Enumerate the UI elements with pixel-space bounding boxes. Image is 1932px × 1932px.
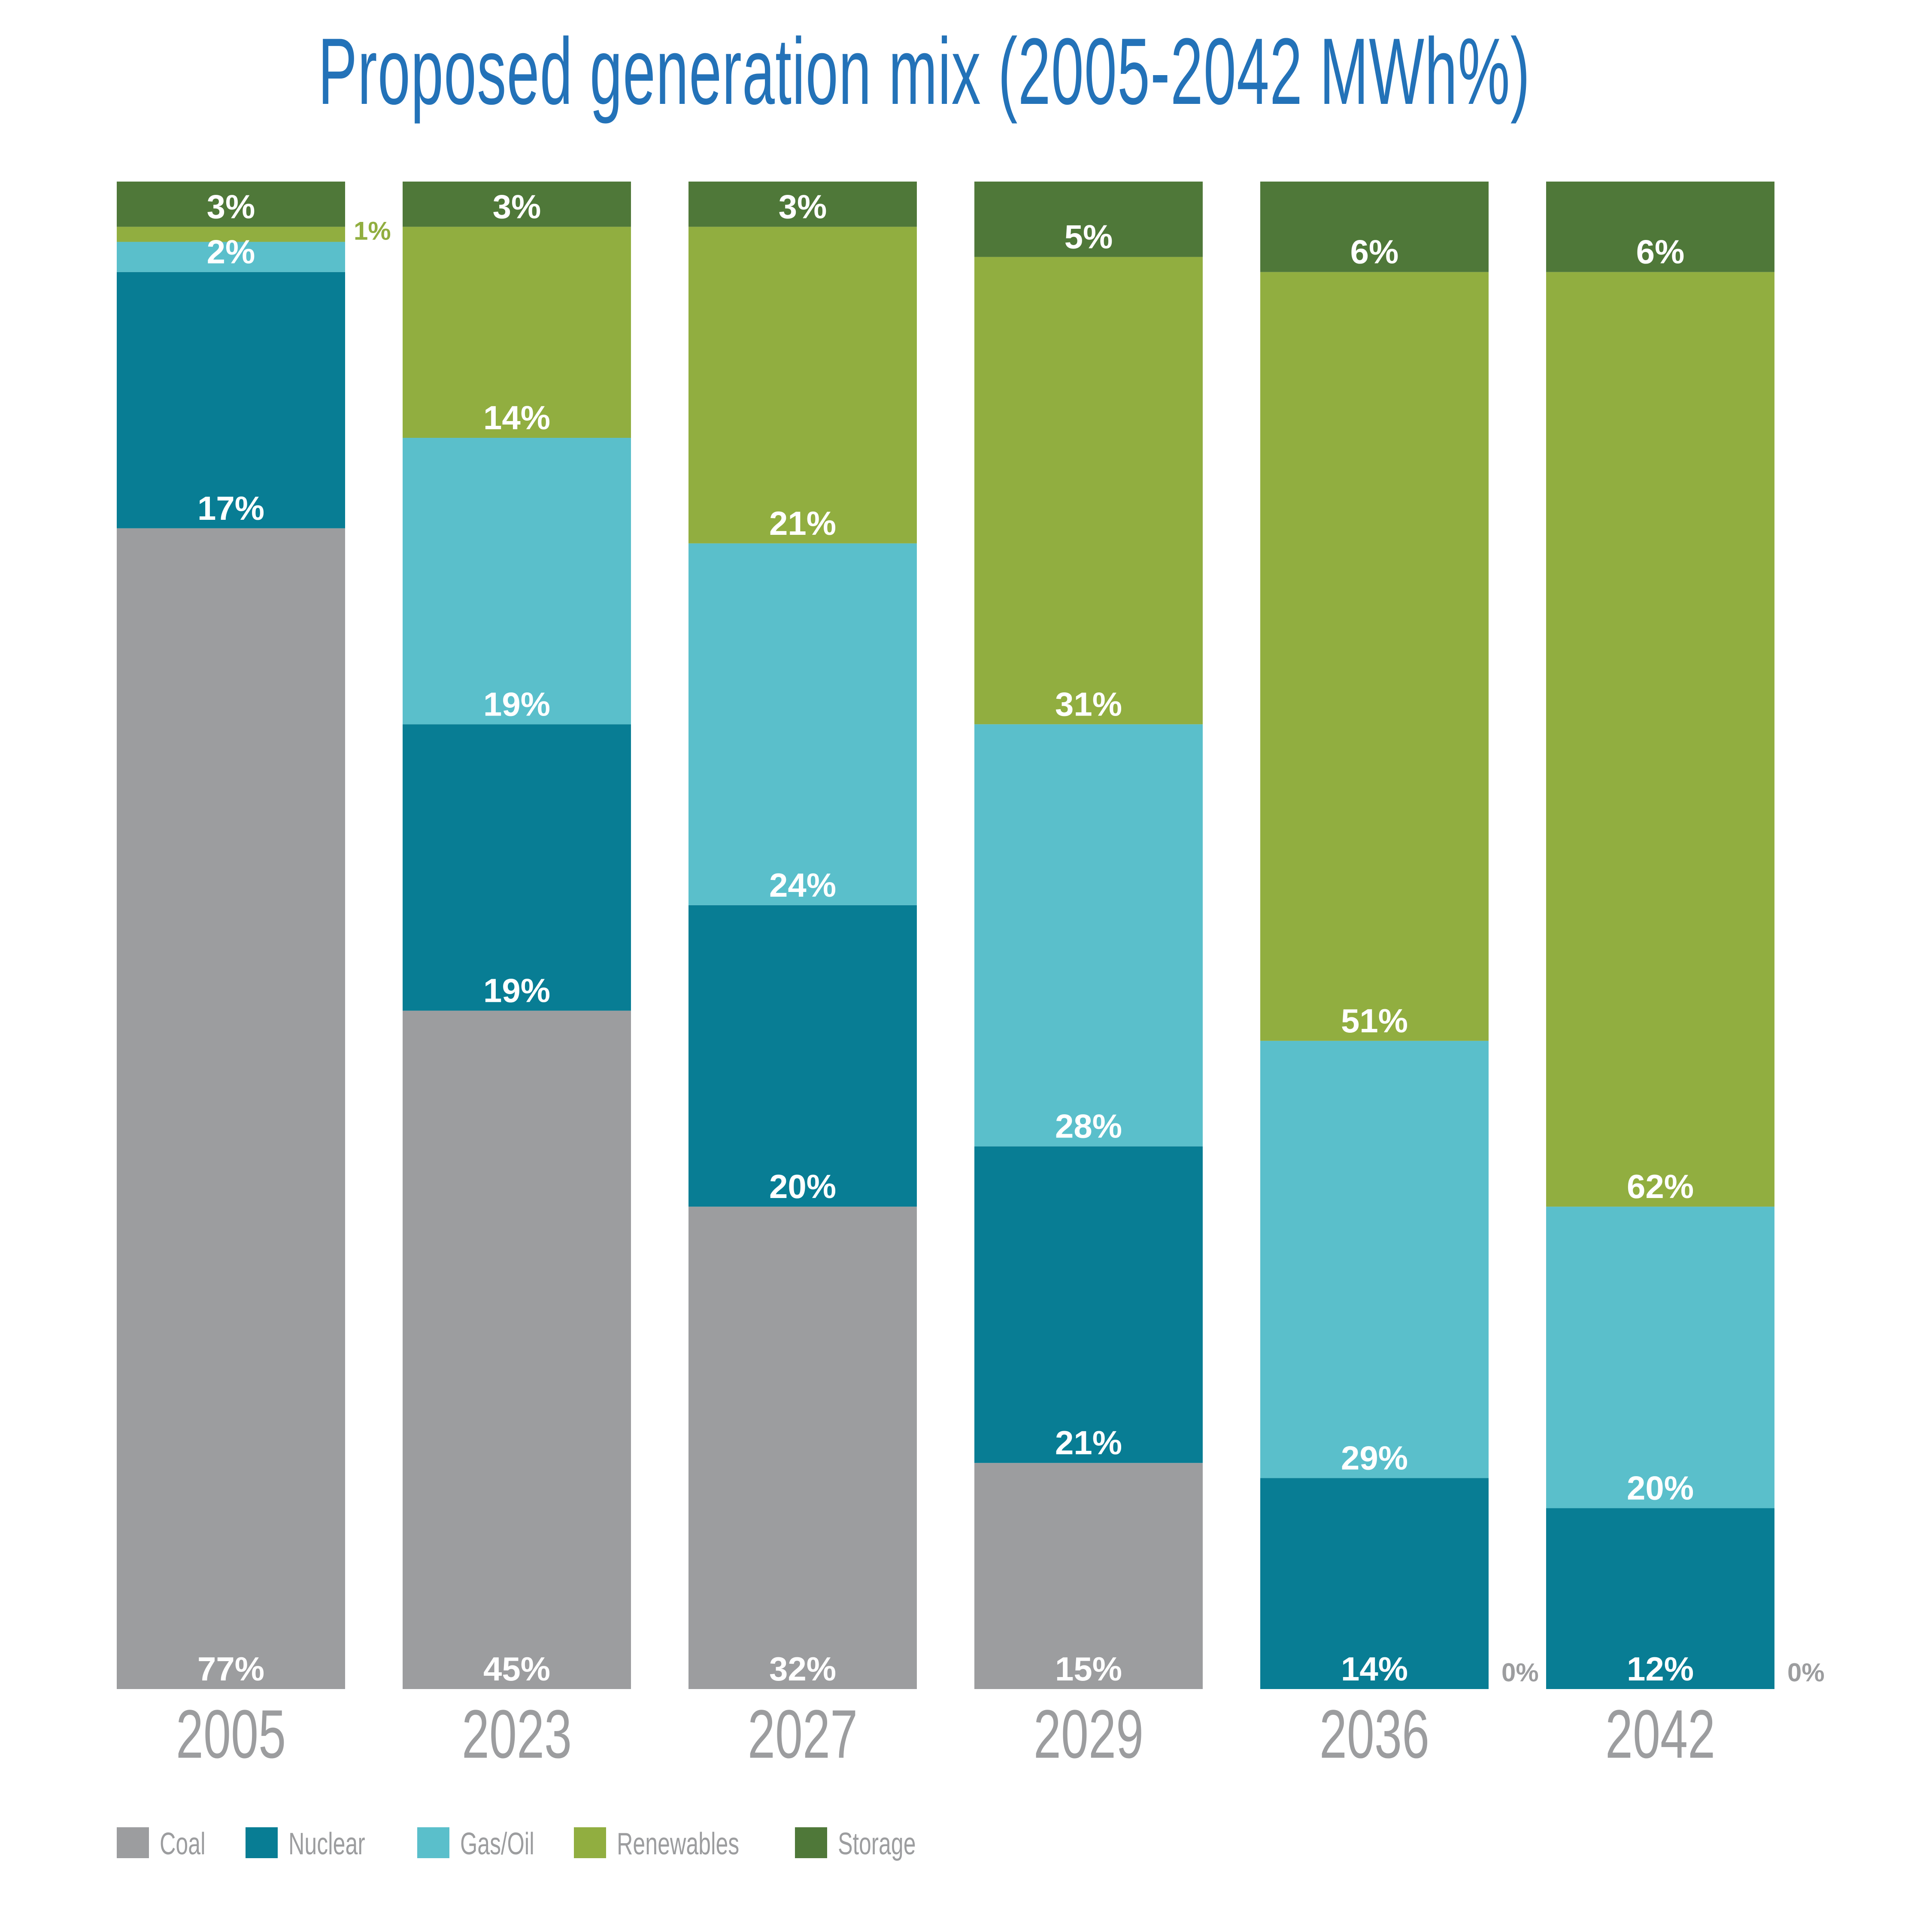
data-label-renewables-2005: 1% bbox=[354, 216, 391, 245]
bar-segment-gasoil-2005 bbox=[117, 242, 345, 272]
data-label-nuclear-2023: 19% bbox=[483, 972, 550, 1010]
legend-item-gasoil: Gas/Oil bbox=[417, 1827, 534, 1861]
bar-segment-storage-2023 bbox=[403, 182, 631, 227]
data-label-nuclear-2042: 12% bbox=[1627, 1650, 1694, 1688]
bar-segment-renewables-2029 bbox=[974, 257, 1203, 725]
legend-swatch-storage bbox=[795, 1827, 827, 1858]
data-label-nuclear-2005: 17% bbox=[197, 489, 264, 527]
data-labels-group: 77% 17% 2% 1% 3% 45% 19% 19% 14% 3% 32% 20% 24% 21% 3%… bbox=[197, 188, 1825, 1688]
bar-segment-nuclear-2036 bbox=[1260, 1478, 1489, 1689]
bar-segment-renewables-2042 bbox=[1546, 272, 1774, 1207]
bar-segment-storage-2042 bbox=[1546, 182, 1774, 272]
data-label-storage-2005: 3% bbox=[207, 188, 255, 225]
x-tick-2029: 2029 bbox=[1034, 1695, 1143, 1772]
data-label-coal-2029: 15% bbox=[1055, 1650, 1122, 1688]
data-label-nuclear-2029: 21% bbox=[1055, 1424, 1122, 1462]
bar-segment-nuclear-2042 bbox=[1546, 1508, 1774, 1689]
legend: Coal Nuclear Gas/Oil Renewables Storage bbox=[117, 1827, 916, 1861]
bar-segment-coal-2029 bbox=[974, 1463, 1203, 1689]
data-label-storage-2036: 6% bbox=[1350, 233, 1399, 271]
data-label-coal-2023: 45% bbox=[483, 1650, 550, 1688]
data-label-renewables-2036: 51% bbox=[1341, 1002, 1408, 1040]
bar-segment-gasoil-2027 bbox=[688, 543, 917, 905]
bar-segment-nuclear-2029 bbox=[974, 1146, 1203, 1463]
legend-label-gasoil: Gas/Oil bbox=[460, 1827, 534, 1861]
bar-segment-storage-2027 bbox=[688, 182, 917, 227]
x-axis-ticks: 2005 2023 2027 2029 2036 2042 bbox=[176, 1695, 1715, 1772]
legend-item-renewables: Renewables bbox=[574, 1827, 739, 1861]
data-label-renewables-2042: 62% bbox=[1627, 1168, 1694, 1205]
bar-segment-renewables-2036 bbox=[1260, 272, 1489, 1041]
x-tick-2042: 2042 bbox=[1605, 1695, 1715, 1772]
data-label-nuclear-2027: 20% bbox=[769, 1168, 836, 1205]
data-label-gasoil-2036: 29% bbox=[1341, 1439, 1408, 1477]
legend-swatch-renewables bbox=[574, 1827, 606, 1858]
data-label-gasoil-2042: 20% bbox=[1627, 1469, 1694, 1507]
data-label-storage-2023: 3% bbox=[493, 188, 541, 225]
bar-segment-nuclear-2023 bbox=[403, 724, 631, 1011]
bar-segment-renewables-2005 bbox=[117, 227, 345, 242]
legend-item-coal: Coal bbox=[117, 1827, 206, 1861]
legend-label-storage: Storage bbox=[838, 1827, 916, 1861]
data-label-coal-2027: 32% bbox=[769, 1650, 836, 1688]
legend-label-coal: Coal bbox=[160, 1827, 206, 1861]
bar-segment-storage-2029 bbox=[974, 182, 1203, 257]
bar-segment-gasoil-2036 bbox=[1260, 1040, 1489, 1478]
data-label-renewables-2027: 21% bbox=[769, 504, 836, 542]
data-label-storage-2029: 5% bbox=[1065, 218, 1113, 256]
legend-swatch-nuclear bbox=[246, 1827, 278, 1858]
bar-segment-coal-2027 bbox=[688, 1207, 917, 1689]
bar-segment-nuclear-2027 bbox=[688, 905, 917, 1207]
bar-segment-coal-2005 bbox=[117, 528, 345, 1689]
x-tick-2005: 2005 bbox=[176, 1695, 286, 1772]
legend-label-nuclear: Nuclear bbox=[288, 1827, 365, 1861]
bars-group bbox=[117, 182, 1774, 1689]
data-label-storage-2042: 6% bbox=[1636, 233, 1685, 271]
bar-segment-gasoil-2042 bbox=[1546, 1207, 1774, 1508]
data-label-renewables-2029: 31% bbox=[1055, 685, 1122, 723]
bar-segment-gasoil-2029 bbox=[974, 724, 1203, 1146]
x-tick-2036: 2036 bbox=[1319, 1695, 1429, 1772]
data-label-renewables-2023: 14% bbox=[483, 399, 550, 437]
data-label-storage-2027: 3% bbox=[779, 188, 827, 225]
bar-segment-nuclear-2005 bbox=[117, 272, 345, 528]
data-label-gasoil-2023: 19% bbox=[483, 685, 550, 723]
bar-segment-coal-2023 bbox=[403, 1010, 631, 1689]
data-label-gasoil-2005: 2% bbox=[207, 233, 255, 271]
x-tick-2023: 2023 bbox=[462, 1695, 572, 1772]
data-label-coal-2036: 0% bbox=[1501, 1658, 1539, 1687]
chart-title: Proposed generation mix (2005-2042 MWh%) bbox=[318, 18, 1531, 124]
bar-segment-storage-2005 bbox=[117, 182, 345, 227]
bar-segment-storage-2036 bbox=[1260, 182, 1489, 272]
legend-label-renewables: Renewables bbox=[617, 1827, 739, 1861]
data-label-gasoil-2029: 28% bbox=[1055, 1107, 1122, 1145]
bar-segment-renewables-2027 bbox=[688, 227, 917, 543]
data-label-coal-2005: 77% bbox=[197, 1650, 264, 1688]
x-tick-2027: 2027 bbox=[748, 1695, 858, 1772]
bar-segment-gasoil-2023 bbox=[403, 438, 631, 725]
legend-swatch-gasoil bbox=[417, 1827, 449, 1858]
bar-segment-renewables-2023 bbox=[403, 227, 631, 438]
legend-swatch-coal bbox=[117, 1827, 149, 1858]
legend-item-nuclear: Nuclear bbox=[246, 1827, 365, 1861]
data-label-nuclear-2036: 14% bbox=[1341, 1650, 1408, 1688]
data-label-coal-2042: 0% bbox=[1787, 1658, 1825, 1687]
legend-item-storage: Storage bbox=[795, 1827, 916, 1861]
data-label-gasoil-2027: 24% bbox=[769, 866, 836, 904]
